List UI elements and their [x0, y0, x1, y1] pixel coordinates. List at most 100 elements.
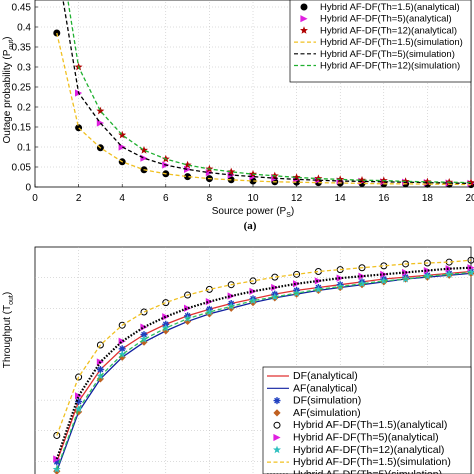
b-legend-df-simulation-swatch-glyph: [273, 397, 281, 405]
b-series-hybrid-af-df-th-5-analytical-point: [293, 280, 301, 288]
a-series-hybrid-af-df-th-5-simulation-line: [62, 0, 471, 185]
a-series-hybrid-af-df-th-12-simulation-line: [67, 0, 471, 184]
b-series-hybrid-af-df-th-1-5-analytical-point: [75, 373, 83, 381]
plot-a-x-tick-label: 18: [422, 193, 434, 204]
plot-b-y-axis-label-text: Throughput (T: [2, 305, 13, 368]
b-series-hybrid-af-df-th-12-analytical-point: [96, 371, 105, 380]
a-series-hybrid-af-df-th-12-analytical-point: [183, 160, 192, 169]
b-series-af-analytical-line: [56, 272, 471, 472]
b-legend-hybrid-af-df-th-1-5-analytical-swatch: [273, 421, 281, 429]
b-series-df-simulation-point-glyph: [75, 398, 83, 406]
plot-b-y-axis-label: Throughput (Tout): [2, 292, 15, 368]
b-legend-df-simulation-swatch: [273, 397, 281, 405]
a-series-hybrid-af-df-th-12-analytical-point: [227, 167, 236, 176]
plot-a-series: [53, 0, 474, 189]
plot-a-x-tick-label: 8: [207, 193, 213, 204]
b-series-df-simulation-point: [118, 345, 126, 353]
b-series-df-simulation-point-glyph: [140, 331, 148, 339]
plot-a-y-tick-label: 0.2: [17, 103, 31, 114]
b-series-af-simulation-point: [249, 298, 257, 307]
plot-b-y-axis-label-sub: out: [8, 295, 15, 305]
b-legend-hybrid-af-df-th-5-analytical-label: Hybrid AF-DF(Th=5)(analytical): [293, 432, 439, 444]
a-legend-hybrid-af-df-th-1-5-analytical-label: Hybrid AF-DF(Th=1.5)(analytical): [320, 2, 460, 13]
a-series-hybrid-af-df-th-12-analytical-point: [292, 173, 301, 181]
b-legend-hybrid-af-df-th-1-5-simulation-label: Hybrid AF-DF(Th=1.5)(simulation): [293, 456, 451, 468]
b-series-df-simulation-point-glyph: [53, 458, 61, 466]
plot-a-y-tick-label: 0.15: [12, 123, 32, 134]
plot-a-y-tick-label: 0.35: [12, 43, 32, 54]
a-legend-hybrid-af-df-th-1-5-analytical-swatch: [300, 3, 308, 11]
b-legend-hybrid-af-df-th-1-5-analytical-label: Hybrid AF-DF(Th=1.5)(analytical): [293, 419, 447, 431]
b-series-hybrid-af-df-th-5-analytical-point: [336, 274, 344, 282]
b-series-df-simulation-point: [140, 331, 148, 339]
a-legend-hybrid-af-df-th-12-analytical-swatch: [300, 26, 308, 34]
plot-b-legend-entries: DF(analytical)AF(analytical)DF(simulatio…: [267, 370, 451, 474]
plot-a-legend-box: [289, 0, 472, 83]
plot-a-y-axis-label-text: Outage probability (P: [2, 49, 13, 143]
b-legend-df-simulation-label: DF(simulation): [293, 395, 361, 407]
b-series-hybrid-af-df-th-1-5-analytical-point: [358, 264, 366, 272]
b-legend-hybrid-af-df-th-5-simulation-label: Hybrid AF-DF(Th=5)(simulation): [293, 468, 442, 474]
plot-b-series: [52, 256, 474, 474]
b-series-hybrid-af-df-th-12-simulation-line: [56, 271, 471, 470]
a-series-hybrid-af-df-th-12-analytical-point: [96, 106, 105, 115]
b-legend-af-analytical-label: AF(analytical): [293, 382, 357, 394]
plot-a-x-tick-label: 4: [119, 193, 125, 204]
b-series-hybrid-af-df-th-5-analytical-point: [271, 283, 279, 292]
b-series-df-simulation-point-glyph: [118, 345, 126, 353]
b-legend-af-simulation-label: AF(simulation): [293, 407, 361, 419]
a-legend-hybrid-af-df-th-5-simulation-label: Hybrid AF-DF(Th=5)(simulation): [320, 49, 455, 60]
a-legend-hybrid-af-df-th-5-analytical-swatch: [300, 15, 308, 23]
b-series-hybrid-af-df-th-5-analytical-point: [205, 298, 213, 306]
b-series-hybrid-af-df-th-5-analytical-point: [423, 266, 431, 275]
a-series-hybrid-af-df-th-12-analytical-point: [423, 177, 432, 186]
caption-a: (a): [244, 220, 257, 232]
plot-a-x-axis-label-text: Source power (P: [212, 206, 287, 217]
b-series-hybrid-af-df-th-1-5-analytical-point: [162, 299, 170, 307]
b-series-hybrid-af-df-th-12-analytical-point: [423, 272, 432, 280]
a-series-hybrid-af-df-th-1-5-simulation-line: [56, 32, 471, 186]
b-series-df-analytical-line: [56, 270, 471, 463]
plot-a-y-tick-label: 0: [25, 183, 31, 194]
b-series-hybrid-af-df-th-5-analytical-point: [162, 313, 170, 321]
plot-a-x-tick-label: 20: [465, 193, 474, 204]
plot-a-x-tick-label: 12: [291, 193, 303, 204]
plot-a-y-tick-label: 0.45: [12, 3, 32, 14]
plot-a-y-tick-label: 0.25: [12, 83, 32, 94]
plot-a-x-axis-label-close: ): [291, 206, 294, 217]
b-series-hybrid-af-df-th-1-5-analytical-point: [293, 270, 301, 278]
b-series-df-simulation-point: [75, 398, 83, 406]
b-series-af-simulation-point: [184, 317, 192, 326]
b-series-hybrid-af-df-th-1-5-analytical-point: [140, 308, 148, 316]
b-series-hybrid-af-df-th-1-5-analytical-point: [53, 431, 61, 439]
plot-a-y-tick-label: 0.1: [17, 143, 31, 154]
b-series-hybrid-af-df-th-12-analytical-point: [249, 296, 257, 305]
plot-a-x-tick-label: 14: [335, 193, 347, 204]
b-series-af-simulation-point: [205, 310, 213, 318]
a-legend-hybrid-af-df-th-1-5-simulation-label: Hybrid AF-DF(Th=1.5)(simulation): [320, 37, 463, 48]
plot-a-x-axis-label-sub: S: [286, 212, 291, 219]
b-series-hybrid-af-df-th-12-analytical-point: [140, 335, 148, 343]
a-legend-hybrid-af-df-th-12-simulation-label: Hybrid AF-DF(Th=12)(simulation): [320, 61, 460, 72]
plot-a-y-tick-label: 0.4: [17, 23, 31, 34]
plot-a-x-axis-label: Source power (PS): [212, 206, 295, 219]
plot-a-y-axis-label-close: ): [2, 36, 13, 39]
plot-a-y-axis-label-sub: out: [8, 40, 15, 50]
b-series-hybrid-af-df-th-1-5-analytical-point: [118, 321, 126, 329]
a-series-hybrid-af-df-th-12-analytical-point: [140, 146, 148, 154]
plot-a-y-tick-label: 0.05: [12, 163, 32, 174]
b-series-df-simulation-point-glyph: [96, 366, 104, 373]
outage-probability-chart: 0 2 4 6 8 10 12 14 16 18 20 0 0.05 0.1 0.15 0.2 0.25 0.3…: [2, 0, 474, 232]
a-series-hybrid-af-df-th-5-analytical-point: [140, 154, 148, 162]
a-series-hybrid-af-df-th-12-analytical-point: [118, 130, 127, 139]
a-legend-hybrid-af-df-th-5-analytical-label: Hybrid AF-DF(Th=5)(analytical): [320, 14, 452, 25]
b-legend-df-analytical-label: DF(analytical): [293, 370, 358, 382]
plot-a-x-tick-label: 10: [247, 193, 259, 204]
a-series-hybrid-af-df-th-5-analytical-point: [249, 173, 257, 181]
a-legend-hybrid-af-df-th-12-analytical-label: Hybrid AF-DF(Th=12)(analytical): [320, 25, 457, 36]
plot-a-legend-entries: Hybrid AF-DF(Th=1.5)(analytical)Hybrid A…: [294, 2, 463, 72]
plot-b-legend: DF(analytical)AF(analytical)DF(simulatio…: [262, 366, 472, 474]
b-series-af-simulation-point: [75, 408, 83, 416]
b-series-df-simulation-point: [96, 366, 104, 373]
